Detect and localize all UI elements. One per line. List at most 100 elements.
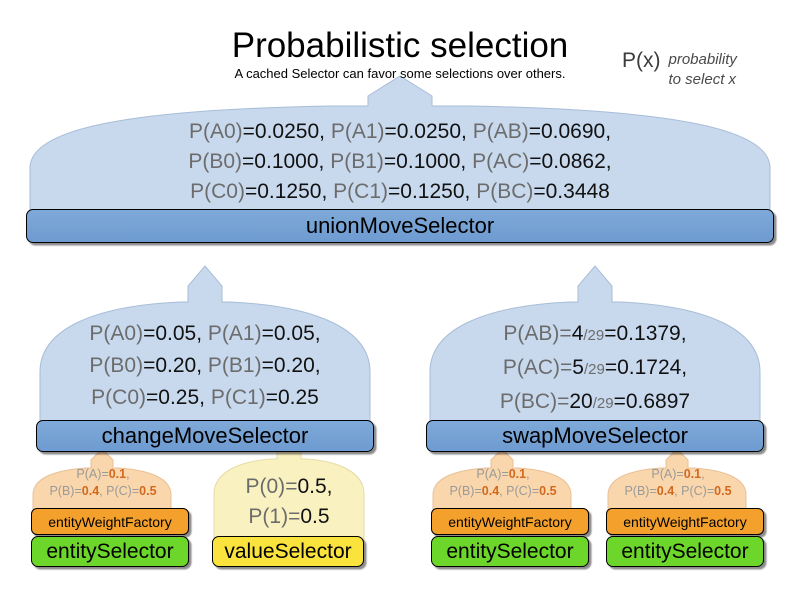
change-probability-text: P(A0)=0.05, P(A1)=0.05, P(B0)=0.20, P(B1… — [40, 318, 370, 414]
prob-value: 0.4 — [656, 484, 675, 498]
prob-label: P(C) — [681, 484, 707, 498]
swap-prob-row: P(AB)=4/29=0.1379, — [430, 318, 760, 352]
prob-label: P(A) — [76, 467, 102, 481]
prob-value: =0.0250, — [242, 120, 325, 143]
prob-equals: = — [649, 484, 657, 498]
prob-value: 0.5 — [139, 484, 157, 498]
leaf-prob-row: P(B)=0.4, P(C)=0.5 — [28, 483, 178, 500]
prob-label: P(AC) — [502, 356, 560, 379]
prob-denominator: /29 — [592, 395, 614, 412]
prob-label: P(AC) — [472, 150, 530, 173]
prob-comma: , — [326, 475, 333, 498]
change-value-probability-text: P(0)=0.5, P(1)= 0.5 — [209, 472, 369, 532]
leaf-prob-row: P(0)=0.5, — [209, 472, 369, 502]
prob-value: =0.1000, — [242, 150, 325, 173]
prob-label: P(B) — [624, 484, 650, 498]
legend-description-line2: to select x — [668, 71, 737, 88]
legend: P(x) probability to select x — [622, 48, 737, 90]
prob-label: P(C) — [506, 484, 532, 498]
prob-label: P(1) — [248, 505, 289, 528]
prob-label: P(B1) — [330, 150, 384, 173]
prob-value: 0.1 — [683, 467, 702, 481]
prob-numerator: 5 — [572, 356, 584, 379]
node-label: swapMoveSelector — [502, 423, 688, 448]
node-label: unionMoveSelector — [305, 213, 495, 238]
prob-equals: = — [604, 356, 618, 379]
node-label: entityWeightFactory — [48, 513, 172, 530]
prob-comma: , — [99, 484, 103, 498]
page-subtitle: A cached Selector can favor some selecti… — [234, 66, 566, 81]
prob-comma: , — [499, 484, 503, 498]
node-swap-entity-right-selector[interactable]: entitySelector — [606, 536, 764, 567]
leaf-prob-row: P(A)=0.1, — [428, 466, 578, 483]
node-union-move-selector[interactable]: unionMoveSelector — [26, 209, 774, 243]
prob-label: P(B) — [49, 484, 75, 498]
prob-value: =0.3448 — [533, 180, 610, 203]
node-label: entitySelector — [446, 539, 574, 563]
prob-label: P(C0) — [190, 180, 245, 203]
prob-label: P(BC) — [476, 180, 534, 203]
node-change-entity-selector[interactable]: entitySelector — [31, 536, 189, 567]
node-swap-entity-left-selector[interactable]: entitySelector — [431, 536, 589, 567]
legend-key: P(x) — [622, 49, 661, 72]
node-label: entityWeightFactory — [448, 513, 572, 530]
legend-description: probability to select x — [669, 48, 737, 90]
union-prob-row: P(B0)=0.1000, P(B1)=0.1000, P(AC)=0.0862… — [100, 147, 700, 177]
prob-label: P(B1) — [207, 354, 262, 377]
swap-entity-left-probability-text: P(A)=0.1, P(B)=0.4, P(C)=0.5 — [428, 466, 578, 500]
prob-equals: = — [74, 484, 82, 498]
swap-prob-row: P(AC)=5/29=0.1724, — [430, 352, 760, 386]
node-label: valueSelector — [224, 539, 352, 563]
prob-equals: = — [706, 484, 715, 498]
prob-value: =0.1250, — [244, 180, 328, 203]
prob-label: P(B0) — [188, 150, 243, 173]
node-change-value-selector[interactable]: valueSelector — [212, 536, 364, 567]
prob-value: 0.1 — [108, 467, 127, 481]
prob-equals: = — [474, 484, 482, 498]
change-prob-row: P(A0)=0.05, P(A1)=0.05, — [40, 318, 370, 350]
node-swap-move-selector[interactable]: swapMoveSelector — [426, 420, 764, 452]
leaf-prob-row: P(A)=0.1, — [603, 466, 753, 483]
prob-label: P(B) — [449, 484, 475, 498]
prob-equals: = — [676, 467, 684, 481]
node-change-entity-weight-factory[interactable]: entityWeightFactory — [31, 508, 189, 535]
leaf-prob-row: P(B)=0.4, P(C)=0.5 — [428, 483, 578, 500]
node-label: entityWeightFactory — [623, 513, 747, 530]
prob-value: 0.5 — [297, 475, 327, 498]
prob-label: P(AB) — [503, 322, 560, 345]
prob-numerator: 20 — [569, 390, 593, 413]
prob-label: P(B0) — [89, 354, 144, 377]
prob-value: 0.1 — [508, 467, 527, 481]
prob-label: P(C1) — [210, 386, 266, 409]
union-prob-row: P(C0)=0.1250, P(C1)=0.1250, P(BC)=0.3448 — [100, 177, 700, 207]
prob-value: =0.0862, — [529, 150, 612, 173]
prob-value: =0.1000, — [383, 150, 467, 173]
prob-equals: = — [131, 484, 140, 498]
prob-value: 0.5 — [714, 484, 732, 498]
node-change-move-selector[interactable]: changeMoveSelector — [36, 420, 374, 452]
prob-value: 0.6897 — [625, 390, 691, 413]
node-swap-entity-left-weight-factory[interactable]: entityWeightFactory — [431, 508, 589, 535]
prob-value: 0.4 — [481, 484, 500, 498]
swap-entity-right-probability-text: P(A)=0.1, P(B)=0.4, P(C)=0.5 — [603, 466, 753, 500]
prob-equals: = — [613, 390, 626, 413]
prob-label: P(A) — [651, 467, 677, 481]
prob-label: P(AB) — [472, 120, 529, 143]
prob-label: P(C1) — [333, 180, 388, 203]
union-prob-row: P(A0)=0.0250, P(A1)=0.0250, P(AB)=0.0690… — [100, 117, 700, 147]
prob-label: P(BC) — [499, 390, 558, 413]
prob-equals: = — [501, 467, 509, 481]
prob-label: P(A0) — [89, 322, 144, 345]
page-title: Probabilistic selection — [231, 26, 569, 65]
leaf-prob-row: P(A)=0.1, — [28, 466, 178, 483]
prob-value: =0.0690, — [528, 120, 612, 143]
prob-value: =0.25 — [265, 386, 319, 409]
prob-label: P(A) — [476, 467, 502, 481]
prob-value: =0.05, — [261, 322, 321, 345]
node-swap-entity-right-weight-factory[interactable]: entityWeightFactory — [606, 508, 764, 535]
prob-denominator: /29 — [583, 361, 605, 378]
prob-comma: , — [674, 484, 678, 498]
prob-equals: = — [288, 505, 301, 528]
change-prob-row: P(B0)=0.20, P(B1)=0.20, — [40, 350, 370, 382]
prob-numerator: 4 — [571, 322, 584, 345]
